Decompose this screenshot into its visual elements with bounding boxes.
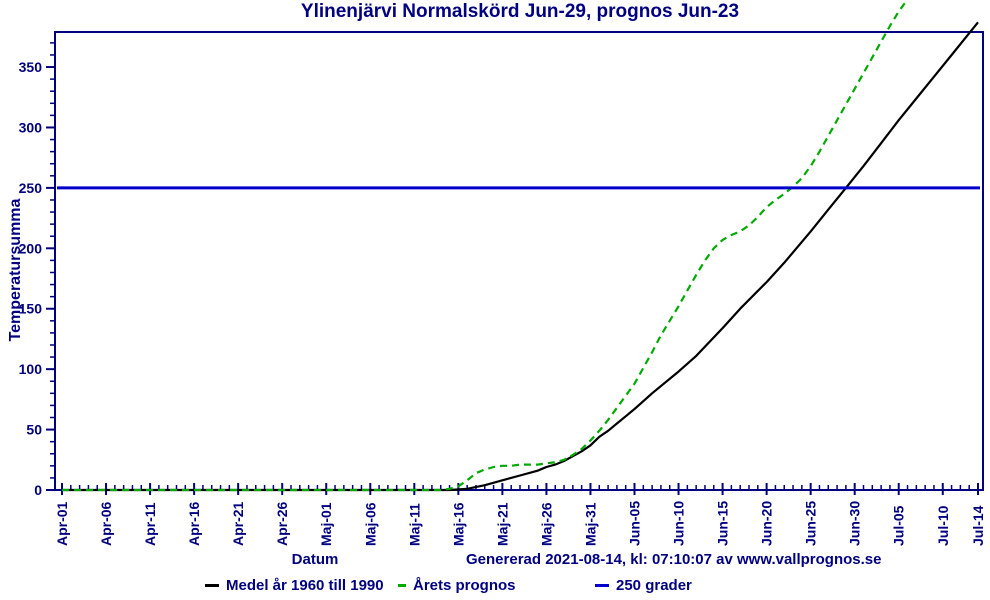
x-tick-label: Jul-10 (935, 505, 951, 546)
y-tick-label: 50 (26, 422, 42, 438)
x-tick-label: Maj-16 (450, 502, 466, 546)
x-tick-label: Jul-05 (891, 505, 907, 546)
forecast-series-line (62, 0, 909, 492)
threshold-line-marker-icon (595, 584, 609, 587)
x-tick-label: Maj-11 (406, 503, 422, 546)
x-tick-label: Maj-01 (318, 502, 334, 546)
x-tick-label: Jun-05 (627, 501, 643, 546)
legend-item-threshold: 250 grader (595, 577, 692, 594)
generated-note: Genererad 2021-08-14, kl: 07:10:07 av ww… (466, 551, 882, 568)
x-tick-label: Jul-14 (970, 505, 986, 546)
x-tick-label: Apr-16 (186, 501, 202, 546)
x-tick-label: Apr-06 (98, 501, 114, 546)
forecast-line-marker-icon (398, 584, 406, 587)
legend-label-mean: Medel år 1960 till 1990 (226, 577, 384, 594)
x-tick-label: Maj-21 (494, 502, 510, 546)
x-tick-label: Apr-11 (142, 502, 158, 546)
y-tick-label: 0 (34, 482, 42, 498)
x-tick-label: Maj-26 (538, 502, 554, 546)
legend-item-forecast: Årets prognos (398, 577, 516, 594)
y-tick-label: 300 (19, 119, 43, 135)
x-tick-label: Apr-21 (230, 501, 246, 546)
mean-series-line (62, 21, 979, 492)
y-tick-label: 100 (19, 361, 43, 377)
footer-row: Datum Genererad 2021-08-14, kl: 07:10:07… (0, 551, 990, 571)
mean-line-marker-icon (205, 584, 219, 587)
y-tick-label: 200 (19, 240, 43, 256)
x-tick-label: Jun-25 (803, 501, 819, 546)
legend-label-threshold: 250 grader (616, 577, 692, 594)
x-tick-label: Maj-06 (362, 502, 378, 546)
legend: Medel år 1960 till 1990 Årets prognos 25… (0, 577, 990, 597)
x-tick-label: Jun-15 (715, 501, 731, 546)
y-tick-label: 350 (19, 59, 43, 75)
legend-label-forecast: Årets prognos (413, 577, 516, 594)
chart-title: Ylinenjärvi Normalskörd Jun-29, prognos … (300, 1, 740, 22)
x-tick-label: Jun-30 (847, 501, 863, 546)
y-tick-label: 250 (19, 180, 43, 196)
legend-item-mean: Medel år 1960 till 1990 (205, 577, 384, 594)
x-tick-label: Apr-01 (54, 501, 70, 546)
x-tick-label: Maj-31 (582, 502, 598, 546)
x-tick-label: Jun-20 (759, 501, 775, 546)
x-tick-label: Jun-10 (671, 501, 687, 546)
plot-frame (54, 31, 984, 491)
x-axis-title: Datum (291, 551, 339, 568)
y-tick-label: 150 (19, 301, 43, 317)
x-tick-label: Apr-26 (274, 501, 290, 546)
